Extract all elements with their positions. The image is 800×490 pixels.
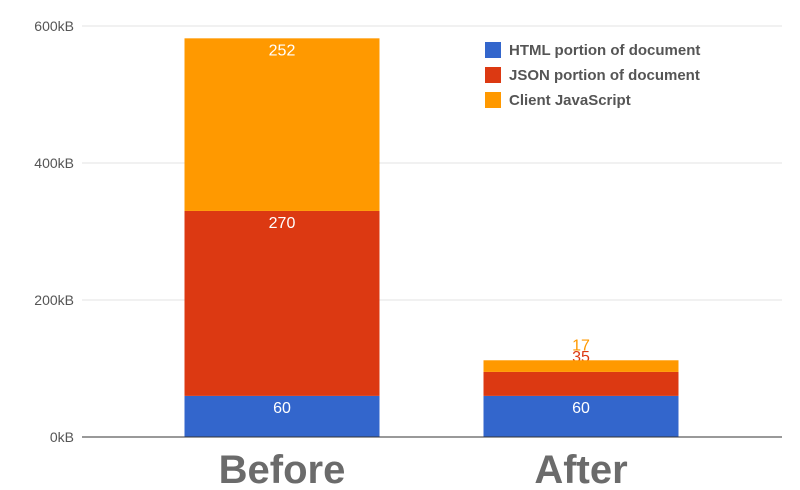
legend-swatch	[485, 42, 501, 58]
legend: HTML portion of document JSON portion of …	[485, 42, 700, 109]
bar-segment-before-javascript	[184, 38, 380, 211]
y-tick-label: 400kB	[34, 155, 74, 171]
x-category-label: After	[534, 448, 627, 490]
bar-segment-after-html	[483, 395, 679, 437]
legend-swatch	[485, 67, 501, 83]
data-label: 60	[273, 400, 291, 417]
x-category-label: Before	[219, 448, 346, 490]
data-label: 270	[269, 215, 296, 232]
bar-segment-after-json	[483, 371, 679, 396]
data-label: 252	[269, 42, 296, 59]
axes: 0kB 200kB 400kB 600kB Before After	[34, 18, 782, 490]
y-tick-label: 600kB	[34, 18, 74, 34]
bar-segment-before-json	[184, 210, 380, 396]
bar-segment-before-html	[184, 395, 380, 437]
legend-label: HTML portion of document	[509, 42, 700, 59]
legend-label: JSON portion of document	[509, 67, 700, 84]
y-tick-label: 200kB	[34, 292, 74, 308]
data-label: 60	[572, 400, 590, 417]
legend-label: Client JavaScript	[509, 92, 631, 109]
bar-segment-after-javascript	[483, 360, 679, 372]
legend-swatch	[485, 92, 501, 108]
data-label: 17	[572, 337, 590, 354]
y-tick-label: 0kB	[50, 429, 74, 445]
